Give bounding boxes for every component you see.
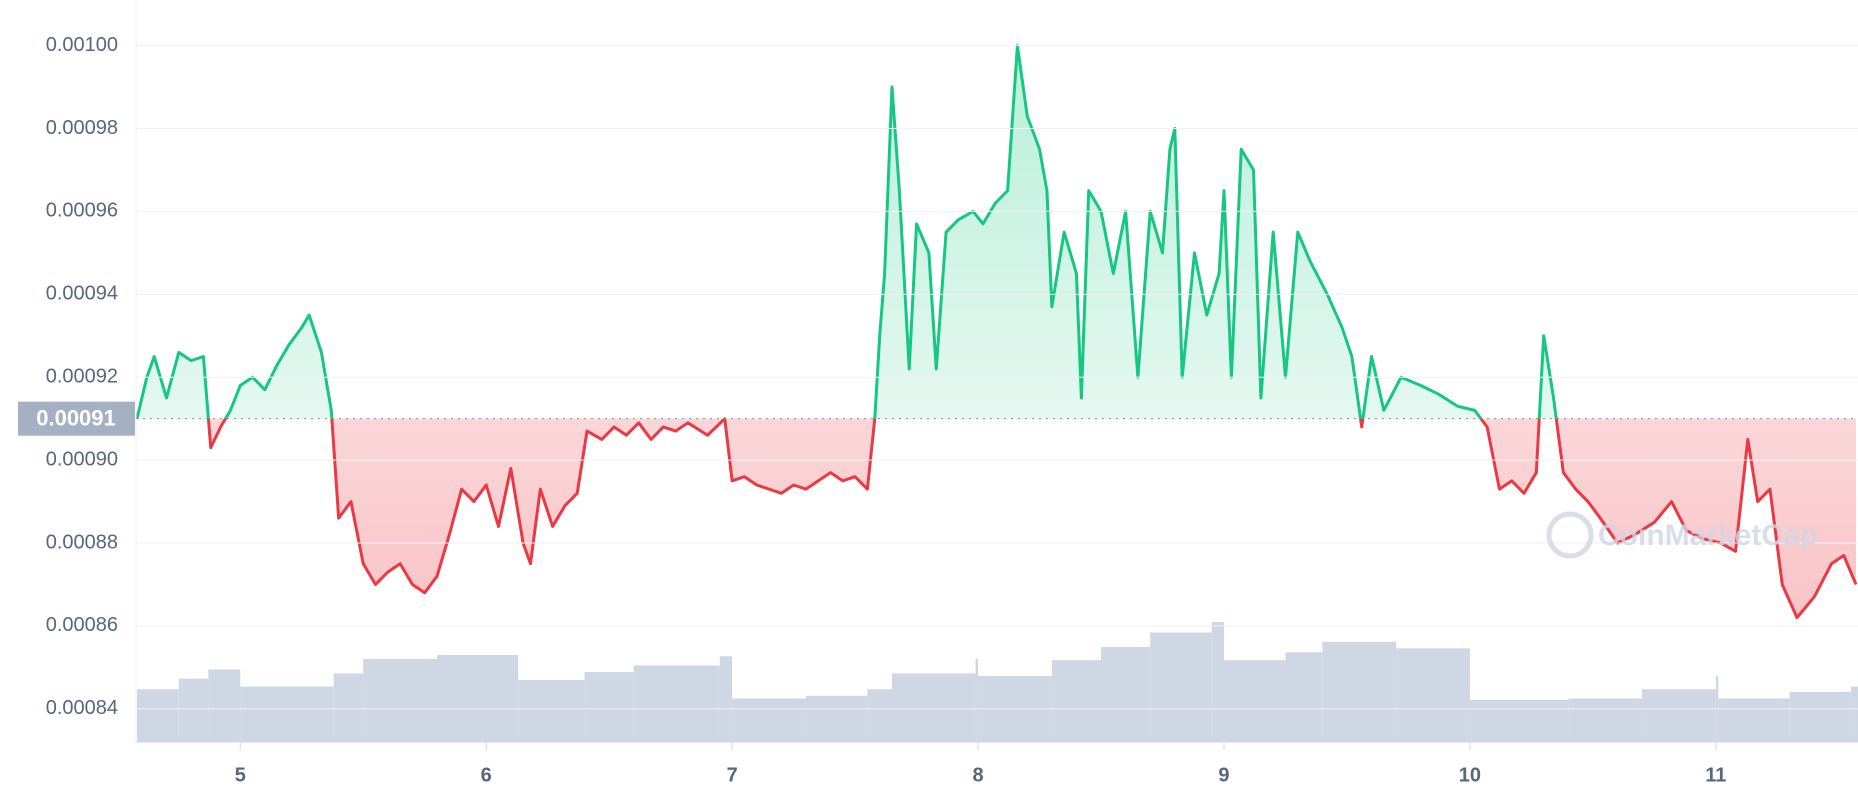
volume-bar [1568, 698, 1643, 742]
volume-bar [1718, 698, 1790, 742]
y-tick-label: 0.00084 [46, 697, 118, 719]
volume-bar [1223, 660, 1286, 742]
volume-bar [1285, 652, 1323, 742]
volume-bar [584, 672, 634, 742]
x-tick-label: 8 [973, 764, 984, 786]
x-tick-label: 5 [235, 764, 246, 786]
y-tick-label: 0.00090 [46, 448, 118, 470]
volume-bar [1851, 686, 1858, 742]
y-tick-label: 0.00096 [46, 200, 118, 222]
volume-bar [1322, 641, 1397, 742]
volume-bar [1469, 699, 1569, 742]
x-tick-label: 7 [727, 764, 738, 786]
y-tick-label: 0.00088 [46, 531, 118, 553]
volume-bar [1150, 632, 1212, 742]
volume-bar [1642, 689, 1716, 742]
area-below [208, 418, 1857, 618]
y-tick-label: 0.00086 [46, 614, 118, 636]
x-tick-label: 9 [1218, 764, 1229, 786]
volume-bar [178, 678, 209, 742]
volume-bar [1396, 648, 1470, 742]
volume-bar [732, 698, 806, 742]
volume-bar [363, 658, 438, 742]
y-tick-label: 0.00094 [46, 283, 118, 305]
watermark-logo [1546, 511, 1594, 559]
y-tick-label: 0.00092 [46, 365, 118, 387]
volume-bar [719, 656, 733, 742]
price-line-above [136, 44, 1558, 419]
volume-bar [867, 689, 892, 742]
y-tick-label: 0.00098 [46, 117, 118, 139]
volume-bar [1211, 622, 1224, 742]
area-above [136, 45, 1857, 419]
x-tick-label: 10 [1459, 764, 1481, 786]
baseline-label-box [18, 401, 135, 436]
x-tick-label: 6 [481, 764, 492, 786]
volume-bar [805, 695, 868, 742]
price-line-below [136, 418, 1858, 620]
volume-bar [1051, 660, 1102, 742]
volume-bar [1101, 647, 1151, 742]
volume-bar [240, 686, 334, 742]
baseline-label: 0.00091 [36, 405, 116, 430]
volume-bar [633, 665, 720, 742]
volume-bar [1789, 691, 1852, 742]
volume-bar [975, 658, 979, 742]
volume-bar [208, 669, 241, 742]
watermark: CoinMarketCap [1598, 519, 1818, 552]
volume-bar [437, 654, 519, 742]
volume-bar [136, 689, 179, 742]
volume-bar [333, 673, 364, 742]
volume-bar [891, 673, 976, 742]
volume-bar [518, 680, 585, 742]
x-tick-label: 11 [1705, 764, 1726, 786]
y-tick-label: 0.00100 [46, 34, 118, 56]
